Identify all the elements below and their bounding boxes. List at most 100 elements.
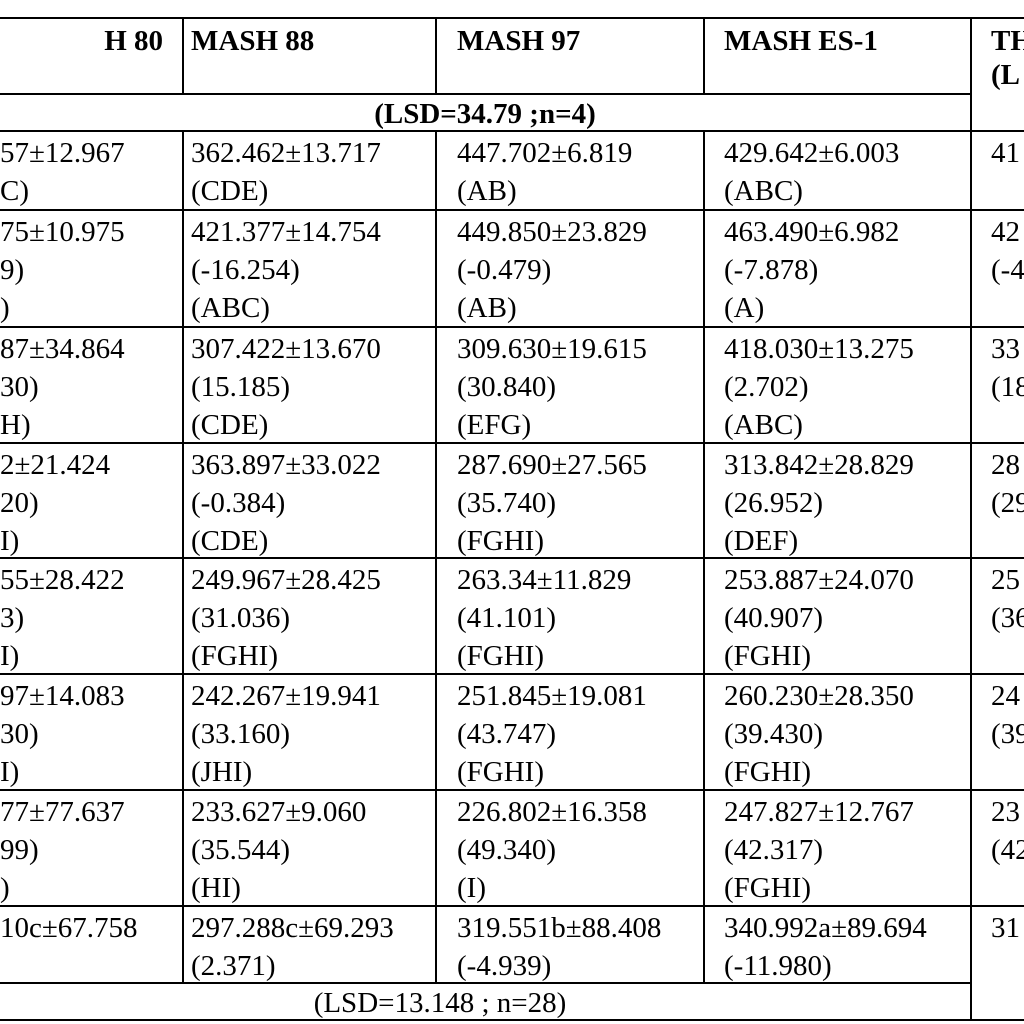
table-cell-line: (ABC) <box>191 292 270 324</box>
header-cell: MASH 88 <box>191 25 315 57</box>
column-rule <box>703 130 705 982</box>
table-cell-line: 263.34±11.829 <box>457 564 632 596</box>
table-cell-line: 30) <box>0 718 39 750</box>
table-cell-line: (I) <box>457 872 486 904</box>
table-rule <box>0 982 972 984</box>
header-cell: MASH ES-1 <box>724 25 878 57</box>
table-rule <box>0 673 1024 675</box>
table-cell-line: (FGHI) <box>724 640 811 672</box>
table-rule <box>0 326 1024 328</box>
table-cell-line: (AB) <box>457 292 517 324</box>
table-cell-line: (AB) <box>457 175 517 207</box>
table-cell-line: 429.642±6.003 <box>724 137 900 169</box>
table-cell-line: (15.185) <box>191 371 291 403</box>
table-cell-line: (39.430) <box>724 718 824 750</box>
table-cell-line: 41 <box>991 137 1020 169</box>
table-cell-line: 30) <box>0 371 39 403</box>
column-rule <box>182 17 184 93</box>
table-rule <box>0 209 1024 211</box>
table-cell-line: (ABC) <box>724 175 803 207</box>
table-cell-line: (41.101) <box>457 602 557 634</box>
table-cell-line: 97±14.083 <box>0 680 125 712</box>
table-cell-line: 33 <box>991 333 1020 365</box>
table-cell-line: 20) <box>0 487 39 519</box>
table-cell-line: (2.371) <box>191 950 276 982</box>
left-column-clip: H 80 57±12.967 C) 75±10.975 9)) 87±34.864 30)… <box>0 0 181 1024</box>
table-cell-line: 251.845±19.081 <box>457 680 647 712</box>
table-cell-line: (CDE) <box>191 525 269 557</box>
table-cell-line: 226.802±16.358 <box>457 796 647 828</box>
table-cell-line: 87±34.864 <box>0 333 125 365</box>
table-cell-line: (-16.254) <box>191 254 300 286</box>
table-cell-line: 42 <box>991 216 1020 248</box>
table-rule <box>0 905 1024 907</box>
right-column-clip: TH (L 41 42 (-4 33 (18 28 (29 25 (36 24 (39 23 (42 31 <box>975 0 1024 1024</box>
table-cell-line: (42.317) <box>724 834 824 866</box>
table-cell-line: 233.627±9.060 <box>191 796 367 828</box>
table-cell-line: (35.544) <box>191 834 291 866</box>
column-rule <box>435 130 437 982</box>
table-cell-line: (29 <box>991 487 1024 519</box>
table-cell-line: 418.030±13.275 <box>724 333 914 365</box>
table-cell-line: 319.551b±88.408 <box>457 912 662 944</box>
table-cell-line: 9) <box>0 254 25 286</box>
column-rule <box>703 17 705 93</box>
header-cell: (L <box>991 59 1020 91</box>
table-cell-line: (35.740) <box>457 487 557 519</box>
table-cell-line: 31 <box>991 912 1020 944</box>
table-rule <box>0 789 1024 791</box>
table-cell-line: ) <box>0 292 10 324</box>
table-cell-line: (FGHI) <box>457 756 544 788</box>
table-cell-line: ) <box>0 872 10 904</box>
table-cell-line: 24 <box>991 680 1020 712</box>
table-cell-line: 28 <box>991 449 1020 481</box>
table-cell-line: (33.160) <box>191 718 291 750</box>
table-cell-line: (FGHI) <box>457 525 544 557</box>
table-cell-line: (-0.384) <box>191 487 286 519</box>
table-rule <box>0 557 1024 559</box>
table-cell-line: 75±10.975 <box>0 216 125 248</box>
column-rule <box>970 17 972 1021</box>
column-rule <box>435 17 437 93</box>
table-cell-line: (FGHI) <box>457 640 544 672</box>
table-cell-line: (31.036) <box>191 602 291 634</box>
table-cell-line: (CDE) <box>191 409 269 441</box>
header-cell: TH <box>991 25 1024 57</box>
table-cell-line: (-0.479) <box>457 254 552 286</box>
table-cell-line: 242.267±19.941 <box>191 680 381 712</box>
header-cell: H 80 <box>104 25 163 57</box>
table-cell-line: 287.690±27.565 <box>457 449 647 481</box>
table-cell-line: 247.827±12.767 <box>724 796 914 828</box>
table-rule <box>0 17 1024 19</box>
table-cell-line: (42 <box>991 834 1024 866</box>
table-rule <box>0 93 972 95</box>
table-rule <box>0 1019 1024 1021</box>
table-cell-line: 10c±67.758 <box>0 912 138 944</box>
table-rule <box>0 130 1024 132</box>
table-cell-line: (49.340) <box>457 834 557 866</box>
table-cell-line: (40.907) <box>724 602 824 634</box>
table-cell-line: (EFG) <box>457 409 532 441</box>
table-cell-line: (-4 <box>991 254 1024 286</box>
table-cell-line: (30.840) <box>457 371 557 403</box>
header-cell: MASH 97 <box>457 25 581 57</box>
table-cell-line: 55±28.422 <box>0 564 125 596</box>
table-cell-line: (-7.878) <box>724 254 819 286</box>
table-cell-line: 260.230±28.350 <box>724 680 914 712</box>
table-cell-line: (HI) <box>191 872 241 904</box>
table-cell-line: I) <box>0 640 20 672</box>
table-cell-line: H) <box>0 409 31 441</box>
table-cell-line: (18 <box>991 371 1024 403</box>
table-cell-line: 447.702±6.819 <box>457 137 633 169</box>
table-cell-line: (-11.980) <box>724 950 832 982</box>
table-cell-line: 307.422±13.670 <box>191 333 381 365</box>
table-cell-line: 2±21.424 <box>0 449 111 481</box>
table-cell-line: 309.630±19.615 <box>457 333 647 365</box>
table-cell-line: 421.377±14.754 <box>191 216 381 248</box>
table-cell-line: 340.992a±89.694 <box>724 912 927 944</box>
table-cell-line: (ABC) <box>724 409 803 441</box>
table-cell-line: 253.887±24.070 <box>724 564 914 596</box>
table-cell-line: (26.952) <box>724 487 824 519</box>
table-cell-line: (A) <box>724 292 765 324</box>
column-rule <box>182 130 184 982</box>
